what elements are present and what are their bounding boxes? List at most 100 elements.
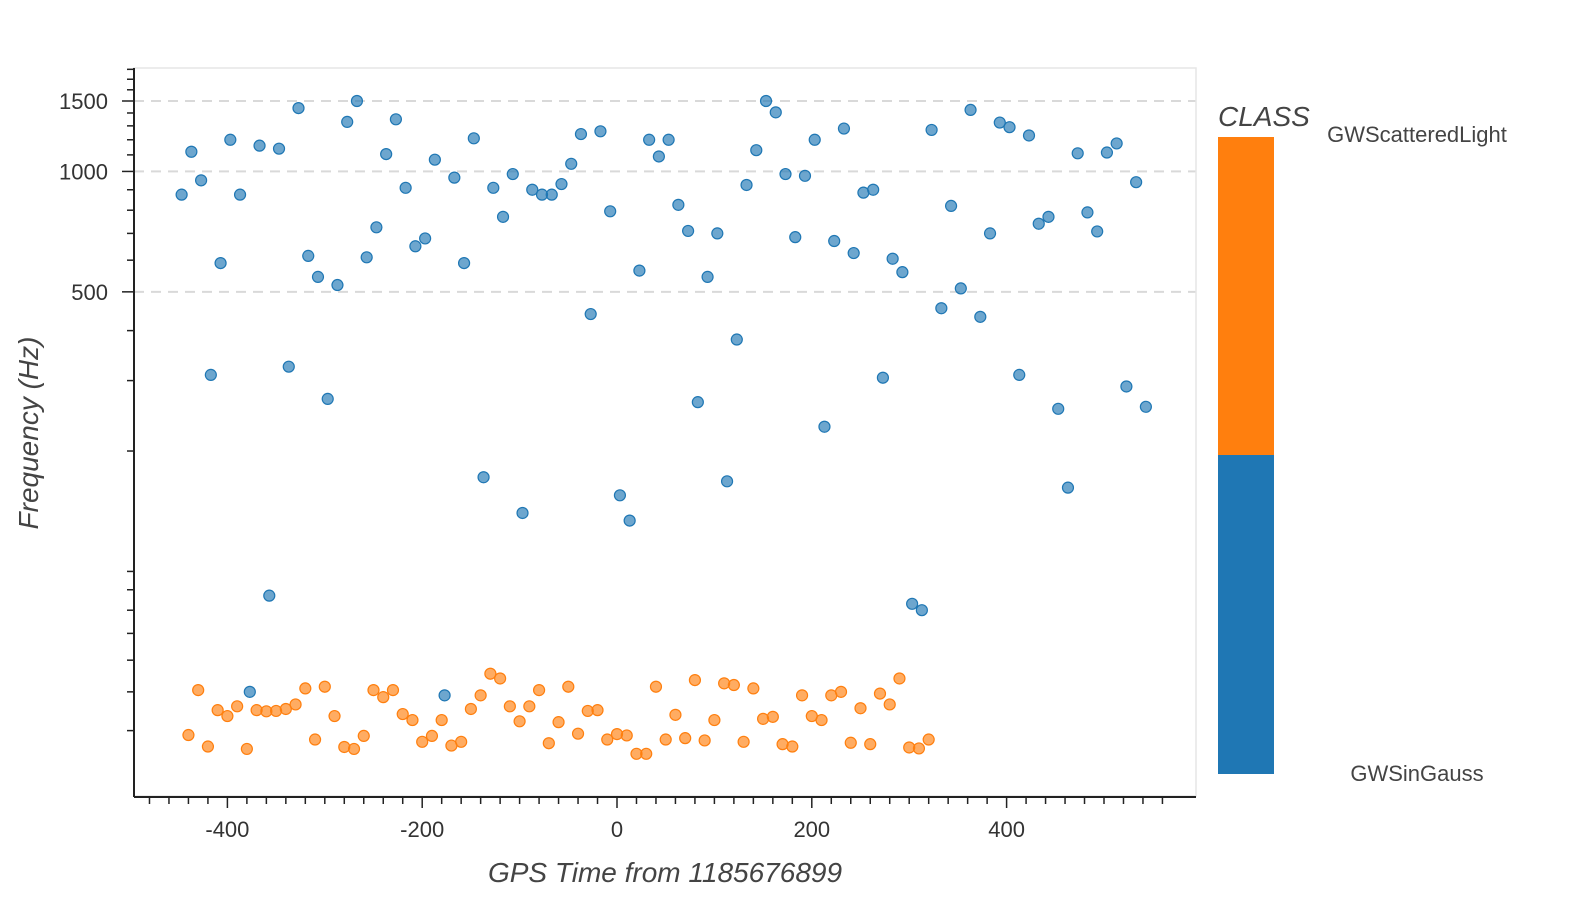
data-point [331, 278, 344, 292]
data-point [1100, 146, 1114, 159]
data-point [896, 266, 909, 279]
data-point [974, 310, 987, 323]
data-point [883, 698, 896, 711]
legend: CLASS GWScatteredLight GWSinGauss [1218, 101, 1507, 786]
data-point [175, 188, 188, 201]
y-tick-label: 500 [71, 280, 108, 305]
data-point [221, 709, 234, 723]
data-points [175, 94, 1152, 760]
data-point [1081, 206, 1094, 219]
x-tick-label: 200 [793, 817, 830, 842]
data-point [815, 713, 828, 727]
data-point [620, 729, 633, 742]
data-point [321, 392, 334, 405]
grid-lines [134, 100, 1196, 293]
data-point [1022, 129, 1036, 142]
data-point [506, 167, 519, 181]
data-point [455, 735, 468, 748]
data-point [467, 132, 480, 145]
data-point [688, 673, 702, 687]
data-point [289, 698, 302, 711]
data-point [594, 125, 607, 138]
data-point [983, 227, 997, 240]
data-point [691, 396, 704, 409]
data-point [912, 742, 926, 755]
series-gwsingauss [175, 94, 1152, 702]
data-point [279, 702, 292, 716]
data-point [682, 224, 695, 238]
data-point [925, 123, 938, 137]
y-tick-label: 1500 [59, 89, 108, 114]
data-point [574, 127, 588, 141]
data-point [640, 747, 653, 760]
data-point [523, 700, 536, 713]
data-point [338, 740, 351, 754]
data-point [201, 740, 215, 753]
data-point [240, 742, 253, 756]
data-point [808, 133, 821, 146]
data-point [253, 139, 266, 152]
data-point [389, 113, 403, 126]
data-point [396, 707, 409, 721]
data-point [747, 682, 760, 695]
data-point [308, 733, 322, 746]
data-point [350, 94, 364, 108]
data-point [1120, 380, 1133, 393]
data-point [192, 684, 205, 697]
data-point [370, 221, 383, 234]
x-tick-label: -400 [205, 817, 249, 842]
data-point [737, 735, 750, 748]
data-point [864, 738, 877, 751]
data-point [360, 251, 373, 264]
data-point [484, 667, 497, 680]
legend-swatch-gwscatteredlight [1218, 137, 1274, 456]
data-point [698, 734, 711, 747]
data-point [185, 145, 198, 158]
data-point [1091, 225, 1104, 238]
data-point [954, 282, 967, 295]
data-point [1110, 137, 1123, 150]
data-point [263, 589, 276, 602]
data-point [311, 270, 325, 283]
y-axis-title: Frequency (Hz) [13, 337, 44, 530]
data-point [750, 144, 763, 157]
data-point [464, 702, 477, 716]
data-point [282, 360, 295, 373]
data-point [711, 227, 724, 240]
data-point [623, 514, 636, 527]
data-point [740, 178, 753, 192]
data-point [416, 735, 429, 748]
data-point [662, 133, 675, 146]
data-point [496, 210, 510, 223]
data-point [214, 256, 227, 270]
data-point [474, 689, 487, 702]
data-point [1032, 217, 1045, 230]
data-point [847, 246, 860, 260]
data-point [604, 205, 617, 218]
axes [133, 68, 1196, 798]
data-point [386, 684, 400, 697]
data-point [552, 716, 565, 729]
x-axis-title: GPS Time from 1185676899 [488, 857, 842, 888]
data-point [302, 249, 315, 262]
data-point [935, 302, 948, 315]
data-point [1061, 481, 1075, 494]
data-point [906, 597, 919, 610]
data-point [1042, 210, 1055, 223]
data-point [204, 368, 217, 381]
data-point [718, 677, 731, 690]
data-point [828, 234, 841, 248]
data-point [756, 712, 770, 725]
data-point [1052, 402, 1065, 415]
data-point [876, 371, 890, 384]
x-tick-label: 0 [611, 817, 623, 842]
data-point [1003, 121, 1016, 134]
x-tick-label: 400 [988, 817, 1025, 842]
data-point [1130, 176, 1143, 189]
data-point [448, 171, 461, 184]
data-point [708, 713, 721, 727]
data-point [526, 183, 539, 196]
data-point [886, 252, 899, 265]
y-tick-label: 1000 [59, 159, 108, 184]
data-point [457, 256, 471, 270]
